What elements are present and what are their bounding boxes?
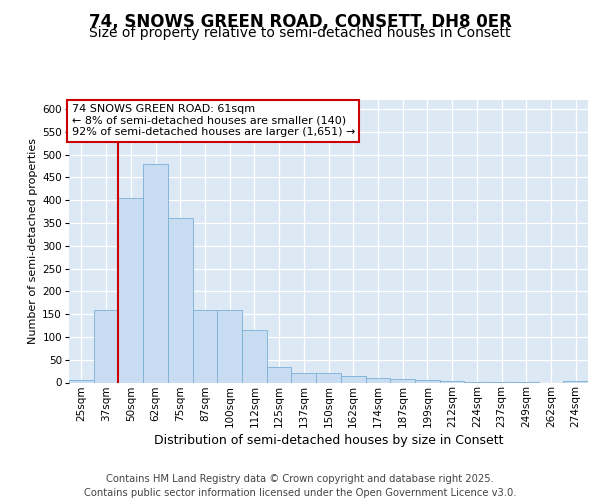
Text: Contains HM Land Registry data © Crown copyright and database right 2025.
Contai: Contains HM Land Registry data © Crown c… (84, 474, 516, 498)
Bar (69, 380, 94, 382)
Bar (193, 310, 217, 382)
Y-axis label: Number of semi-detached properties: Number of semi-detached properties (28, 138, 38, 344)
Bar (94, 310, 118, 382)
Bar (217, 310, 242, 382)
Bar (292, 374, 316, 382)
Bar (365, 378, 390, 382)
X-axis label: Distribution of semi-detached houses by size in Consett: Distribution of semi-detached houses by … (154, 434, 503, 448)
Bar (563, 381, 588, 382)
Bar (118, 198, 143, 382)
Bar (316, 374, 341, 382)
Bar (143, 164, 168, 382)
Bar (267, 366, 292, 382)
Text: 74 SNOWS GREEN ROAD: 61sqm
← 8% of semi-detached houses are smaller (140)
92% of: 74 SNOWS GREEN ROAD: 61sqm ← 8% of semi-… (71, 104, 355, 138)
Bar (440, 381, 464, 382)
Bar (341, 376, 365, 382)
Bar (415, 380, 440, 382)
Text: Size of property relative to semi-detached houses in Consett: Size of property relative to semi-detach… (89, 26, 511, 40)
Bar (242, 330, 267, 382)
Text: 74, SNOWS GREEN ROAD, CONSETT, DH8 0ER: 74, SNOWS GREEN ROAD, CONSETT, DH8 0ER (89, 12, 511, 30)
Bar (168, 218, 193, 382)
Bar (390, 379, 415, 382)
